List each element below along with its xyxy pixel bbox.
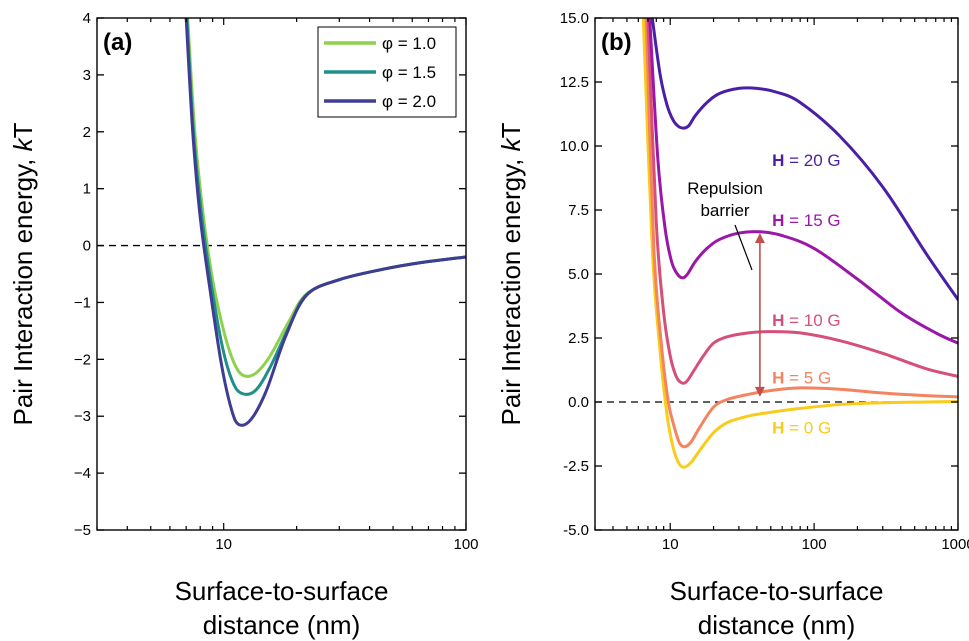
annotation-text: Repulsion [687,179,763,198]
series-line-3 [648,18,958,345]
curve-label: H = 20 G [772,151,841,170]
curve-label-value: = 15 G [784,211,840,230]
x-tick-label: 100 [802,536,827,553]
y-axis-title-italic: k [496,136,526,151]
y-axis-title-italic: k [8,136,38,151]
x-axis-title-line: distance (nm) [203,610,361,640]
annotation-leader [734,224,753,271]
curve-label: H = 0 G [772,419,831,438]
curve-label-value: = 5 G [784,369,831,388]
curve-label-symbol: H [772,369,784,388]
curve-label-symbol: H [772,211,784,230]
barrier-arrow-head-bottom [754,386,765,397]
series-line-2 [184,18,466,427]
x-tick-label: 100 [453,536,478,553]
y-tick-label: 1 [83,181,91,198]
curve-label: H = 10 G [772,311,841,330]
x-tick-label: 1000 [941,536,969,553]
x-tick-label: 10 [662,536,679,553]
y-tick-label: 0 [83,238,91,255]
y-axis-title-main: Pair Interaction energy, [496,151,526,425]
y-tick-label: −3 [74,408,91,425]
curves [641,18,958,469]
y-axis-title-tail: T [496,122,526,138]
y-tick-label: 4 [83,10,91,27]
plot-frame [96,17,467,531]
y-axis-title: Pair Interaction energy, kT [8,122,38,425]
curve-label-value: = 10 G [784,311,840,330]
series-line-0 [641,18,958,469]
curves [184,18,466,427]
y-tick-label: 2.5 [568,330,589,347]
series-line-4 [650,18,958,302]
panel-label: (b) [601,29,632,56]
y-tick-label: 5.0 [568,266,589,283]
barrier-arrow-head-top [754,233,765,244]
curve-label-symbol: H [772,311,784,330]
y-tick-label: −1 [74,294,91,311]
curve-label-value: = 0 G [784,419,831,438]
y-tick-label: -2.5 [563,458,589,475]
curve-label-symbol: H [772,419,784,438]
y-tick-label: 7.5 [568,202,589,219]
y-tick-label: 3 [83,67,91,84]
y-tick-label: −4 [74,465,91,482]
curve-label: H = 5 G [772,369,831,388]
panel-b: -5.0 -2.5 0.0 2.5 5.0 7.5 10.0 12.5 15.0 10 100 100… [496,10,969,640]
series-line-1 [644,18,958,449]
panel-label: (a) [103,29,132,56]
legend-label: φ = 2.0 [382,92,436,111]
y-tick-label: 0.0 [568,394,589,411]
legend-label: φ = 1.0 [382,34,436,53]
curve-label-symbol: H [772,151,784,170]
y-tick-label: −2 [74,351,91,368]
y-tick-label: 15.0 [560,10,589,27]
y-tick-label: -5.0 [563,522,589,539]
panel-a: −5 −4 −3 −2 −1 0 1 2 3 4 10 100 Surface-to-surface di… [8,10,479,640]
y-tick-label: −5 [74,522,91,539]
legend-label: φ = 1.5 [382,63,436,82]
x-axis-title-line: distance (nm) [698,610,856,640]
x-axis-title-line: Surface-to-surface [175,576,389,606]
x-tick-label: 10 [215,536,232,553]
curve-label-value: = 20 G [784,151,840,170]
x-axis-title-line: Surface-to-surface [670,576,884,606]
y-tick-label: 12.5 [560,74,589,91]
curve-label: H = 15 G [772,211,841,230]
series-line-2 [646,18,958,385]
y-tick-label: 2 [83,124,91,141]
y-tick-label: 10.0 [560,138,589,155]
y-axis-title-tail: T [8,122,38,138]
y-axis-title-main: Pair Interaction energy, [8,151,38,425]
annotation-text: barrier [700,201,749,220]
y-axis-title: Pair Interaction energy, kT [496,122,526,425]
